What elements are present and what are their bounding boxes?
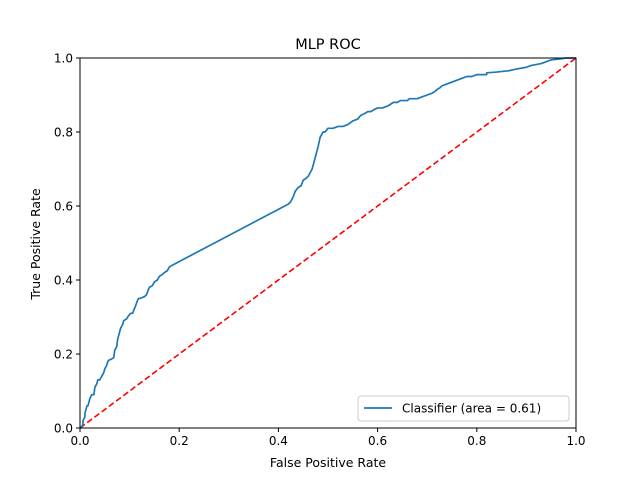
x-axis-label: False Positive Rate bbox=[270, 455, 386, 470]
x-tick-label: 1.0 bbox=[566, 434, 585, 448]
y-tick-label: 0.0 bbox=[54, 422, 73, 436]
series-layer bbox=[79, 57, 577, 429]
x-tick-label: 0.2 bbox=[170, 434, 189, 448]
x-tick-label: 0.6 bbox=[368, 434, 387, 448]
y-tick-label: 0.4 bbox=[54, 274, 73, 288]
x-tick-label: 0.4 bbox=[269, 434, 288, 448]
legend-label-classifier: Classifier (area = 0.61) bbox=[402, 402, 541, 416]
y-axis-ticks: 0.0 0.2 0.4 0.6 0.8 1.0 bbox=[54, 52, 80, 436]
plot-frame bbox=[79, 57, 577, 429]
roc-curve-line bbox=[80, 57, 576, 429]
chart-title: MLP ROC bbox=[295, 37, 361, 53]
x-tick-label: 0.0 bbox=[70, 434, 89, 448]
y-tick-label: 0.2 bbox=[54, 348, 73, 362]
x-tick-label: 0.8 bbox=[467, 434, 486, 448]
y-tick-label: 0.6 bbox=[54, 200, 73, 214]
y-tick-label: 1.0 bbox=[54, 52, 73, 66]
x-axis-ticks: 0.0 0.2 0.4 0.6 0.8 1.0 bbox=[70, 428, 586, 448]
legend: Classifier (area = 0.61) bbox=[357, 395, 570, 422]
y-axis-label: True Positive Rate bbox=[28, 188, 43, 301]
chance-diagonal-line bbox=[79, 57, 577, 429]
y-tick-label: 0.8 bbox=[54, 126, 73, 140]
legend-box bbox=[357, 395, 570, 422]
